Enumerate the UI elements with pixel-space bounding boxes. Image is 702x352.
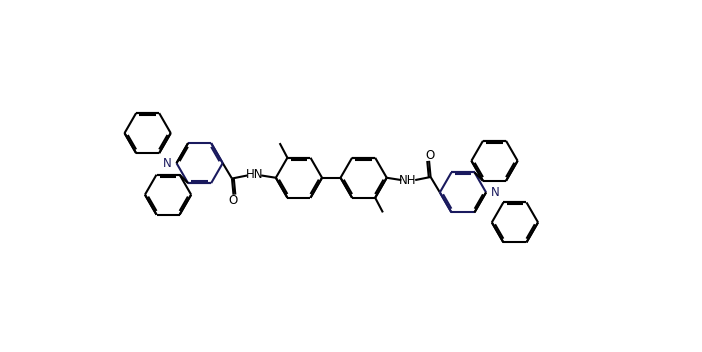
Text: O: O xyxy=(425,149,435,162)
Text: HN: HN xyxy=(246,168,264,181)
Text: N: N xyxy=(163,157,172,170)
Text: N: N xyxy=(491,186,499,199)
Text: O: O xyxy=(228,194,237,207)
Text: NH: NH xyxy=(399,174,416,187)
